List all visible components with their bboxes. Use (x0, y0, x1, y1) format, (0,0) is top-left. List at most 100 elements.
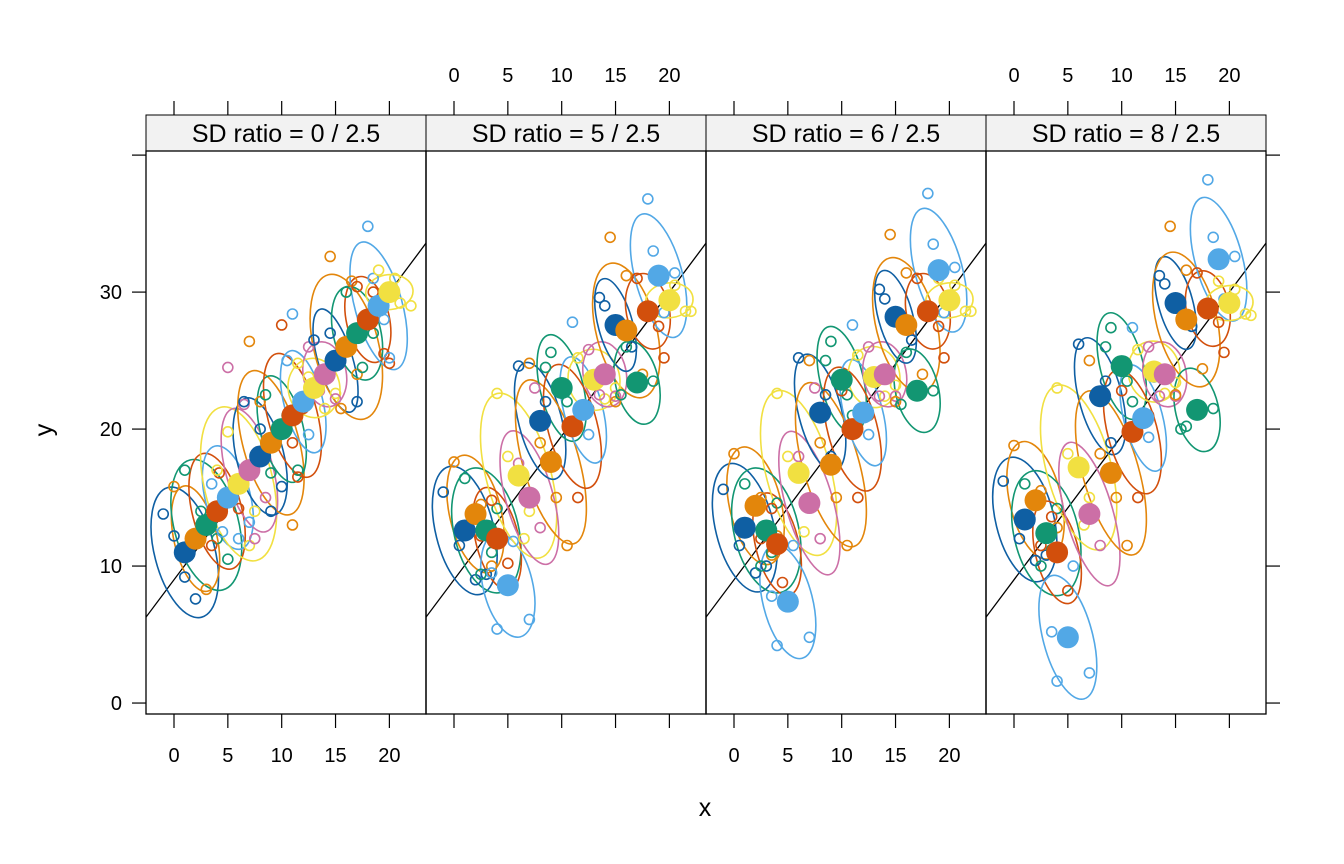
data-point (1228, 250, 1241, 263)
data-point (1126, 395, 1139, 408)
data-point (534, 436, 546, 449)
group-mean-point (841, 418, 864, 441)
covariance-ellipse (236, 369, 305, 516)
covariance-ellipse (349, 241, 409, 371)
x-tick-label: 0 (168, 745, 179, 767)
data-point (200, 583, 213, 596)
data-point (889, 379, 902, 392)
data-point (1105, 436, 1117, 449)
group-mean-point (1067, 456, 1090, 479)
x-tick-label: 5 (222, 745, 233, 767)
data-point (625, 341, 638, 353)
data-point (324, 327, 336, 339)
data-point (900, 267, 913, 279)
data-point (238, 395, 250, 408)
group-mean-point (647, 264, 670, 287)
data-point (539, 361, 552, 374)
data-point (642, 193, 654, 205)
group-mean-point (1164, 292, 1187, 315)
data-point (1180, 420, 1193, 433)
data-point (308, 334, 320, 346)
data-point (286, 519, 299, 531)
data-point (302, 341, 315, 353)
group-mean-point (1056, 626, 1079, 649)
group-mean-point (906, 379, 929, 402)
panel-4: SD ratio = 8 / 2.5 0 5 10 15 20 (985, 65, 1267, 728)
data-point (168, 530, 180, 542)
data-point (900, 346, 913, 359)
covariance-ellipse (344, 275, 392, 364)
group-mean-point (1175, 308, 1198, 331)
group-mean-point (529, 409, 552, 432)
data-point (480, 568, 493, 581)
data-point (620, 269, 633, 282)
group-mean-point (615, 319, 638, 342)
x-tick-label: 5 (1062, 65, 1073, 87)
data-point (211, 464, 223, 476)
group-mean-point (819, 453, 842, 476)
data-point (523, 613, 536, 626)
data-point (717, 483, 730, 496)
group-mean-point (733, 516, 756, 539)
y-tick-label: 20 (100, 419, 122, 441)
data-point (448, 456, 460, 468)
data-point (1196, 363, 1209, 375)
data-point (582, 343, 595, 356)
data-point (1245, 309, 1257, 322)
data-point (948, 279, 961, 292)
group-mean-point (658, 289, 681, 312)
data-point (1212, 275, 1225, 287)
data-point (518, 532, 530, 545)
x-tick-label: 15 (884, 745, 906, 767)
data-point (825, 335, 837, 348)
data-point (1164, 220, 1176, 233)
data-point (216, 526, 229, 538)
covariance-ellipse (1058, 441, 1121, 587)
data-point (539, 395, 552, 408)
data-point (787, 539, 800, 552)
data-point (771, 639, 783, 652)
data-point (281, 354, 293, 367)
data-point (248, 532, 261, 545)
data-point (512, 360, 525, 372)
data-point (679, 305, 692, 318)
data-point (286, 436, 299, 449)
data-point (189, 593, 202, 605)
data-point (259, 389, 272, 401)
group-mean-point (561, 415, 584, 438)
data-point (922, 187, 934, 200)
group-mean-point (378, 281, 401, 304)
data-point (502, 450, 514, 463)
panel-strip-label: SD ratio = 6 / 2.5 (752, 120, 940, 148)
data-point (340, 286, 353, 298)
data-point (1099, 375, 1112, 387)
data-point (1218, 346, 1230, 359)
covariance-ellipse (1038, 574, 1098, 701)
data-point (394, 297, 406, 309)
data-point (1018, 478, 1031, 490)
data-point (604, 231, 616, 244)
covariance-ellipse (839, 358, 888, 467)
x-tick-label: 20 (658, 65, 680, 87)
data-point (948, 261, 961, 274)
data-point (782, 450, 794, 463)
data-point (1051, 675, 1063, 687)
data-point (248, 505, 261, 518)
group-mean-point (1153, 363, 1176, 386)
data-point (1083, 667, 1096, 679)
data-point (1191, 267, 1203, 279)
data-point (351, 395, 363, 408)
data-point (733, 539, 746, 552)
data-point (178, 571, 191, 583)
covariance-ellipse (309, 273, 384, 421)
group-mean-point (453, 519, 476, 542)
group-mean-point (1218, 292, 1241, 315)
data-point (566, 316, 579, 329)
data-point (609, 390, 622, 402)
data-point (1045, 626, 1058, 638)
data-point (222, 426, 234, 438)
data-point (318, 402, 331, 415)
covariance-ellipse (150, 486, 220, 619)
data-point (254, 423, 266, 435)
data-point (1013, 532, 1026, 545)
